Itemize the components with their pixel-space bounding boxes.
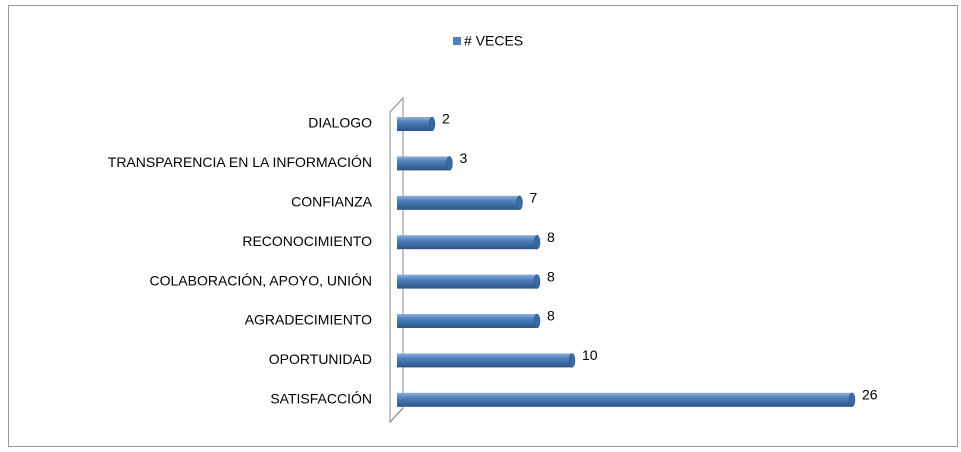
- legend-label: # VECES: [464, 33, 523, 49]
- y-tick-label: COLABORACIÓN, APOYO, UNIÓN: [150, 272, 373, 288]
- bar-cap: [428, 116, 436, 132]
- y-tick-label: CONFIANZA: [291, 194, 373, 210]
- data-label: 8: [547, 229, 555, 245]
- data-label: 8: [547, 268, 555, 284]
- bar-cap: [516, 195, 523, 211]
- chart-border: [8, 5, 958, 447]
- back-wall: [389, 96, 404, 424]
- data-label: 2: [442, 111, 450, 127]
- y-tick-label: DIALOGO: [308, 115, 372, 131]
- y-tick-label: SATISFACCIÓN: [270, 391, 372, 407]
- bar: [397, 314, 537, 328]
- y-tick-label: RECONOCIMIENTO: [242, 233, 372, 249]
- data-label: 3: [460, 150, 468, 166]
- legend-swatch: [453, 37, 461, 45]
- data-label: 8: [547, 308, 555, 324]
- data-label: 10: [582, 347, 598, 363]
- y-tick-label: AGRADECIMIENTO: [245, 312, 372, 328]
- wall-edge: [389, 407, 404, 423]
- bar: [397, 235, 537, 250]
- bar: [397, 353, 572, 368]
- bar: [397, 392, 852, 407]
- bar: [397, 274, 537, 289]
- bar-cap: [533, 234, 541, 250]
- bar: [397, 117, 432, 131]
- bar: [397, 156, 450, 171]
- bar-cap: [848, 392, 856, 408]
- y-tick-label: OPORTUNIDAD: [269, 351, 372, 367]
- bar-cap: [533, 313, 541, 329]
- data-label: 7: [530, 190, 538, 206]
- bar: [397, 195, 520, 210]
- bar-cap: [568, 353, 576, 368]
- bar-cap: [533, 274, 541, 289]
- y-tick-label: TRANSPARENCIA EN LA INFORMACIÓN: [108, 154, 372, 170]
- bar-cap: [446, 156, 453, 171]
- data-label: 26: [862, 387, 878, 403]
